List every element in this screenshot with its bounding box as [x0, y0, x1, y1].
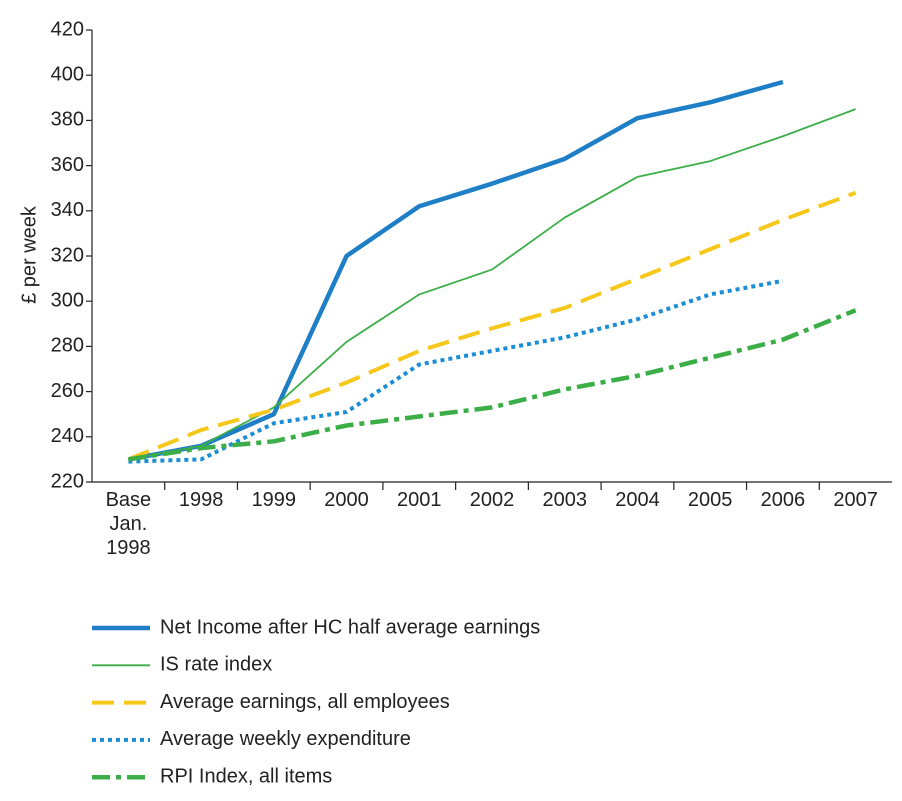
- x-tick-label: 2005: [687, 489, 733, 511]
- x-tick-label: 2002: [469, 489, 515, 511]
- series-line: [128, 108, 856, 461]
- x-tick-label: Base Jan. 1998: [105, 489, 152, 559]
- x-tick-label: 2004: [615, 489, 660, 511]
- x-tick-label: 1998: [178, 489, 224, 511]
- x-tick-label: 2003: [542, 489, 587, 511]
- x-tick-label: 1999: [251, 489, 297, 511]
- legend-label: Average earnings, all employees: [160, 691, 450, 713]
- y-tick-label: 300: [51, 289, 84, 311]
- series-line: [127, 190, 857, 462]
- legend-label: IS rate index: [160, 654, 272, 676]
- legend-label: Net Income after HC half average earning…: [160, 616, 540, 638]
- y-tick-label: 400: [51, 63, 84, 85]
- legend-label: Average weekly expenditure: [160, 728, 411, 750]
- x-tick-label: 2001: [397, 489, 442, 511]
- y-tick-label: 360: [51, 154, 84, 176]
- x-tick-label: 2000: [324, 489, 369, 511]
- y-tick-label: 420: [51, 18, 84, 40]
- legend-label: RPI Index, all items: [160, 765, 332, 787]
- y-tick-label: 260: [51, 380, 84, 402]
- y-axis-label: £ per week: [18, 205, 40, 304]
- series-line: [127, 79, 784, 462]
- y-tick-label: 340: [51, 199, 84, 221]
- x-tick-label: 2007: [833, 489, 878, 511]
- y-tick-label: 280: [51, 335, 84, 357]
- y-tick-label: 320: [51, 244, 84, 266]
- series-line: [128, 308, 857, 462]
- series-line: [128, 278, 784, 464]
- y-tick-label: 380: [51, 109, 84, 131]
- x-tick-label: 2006: [760, 489, 806, 511]
- y-tick-label: 240: [51, 425, 84, 447]
- y-tick-label: 220: [51, 470, 84, 492]
